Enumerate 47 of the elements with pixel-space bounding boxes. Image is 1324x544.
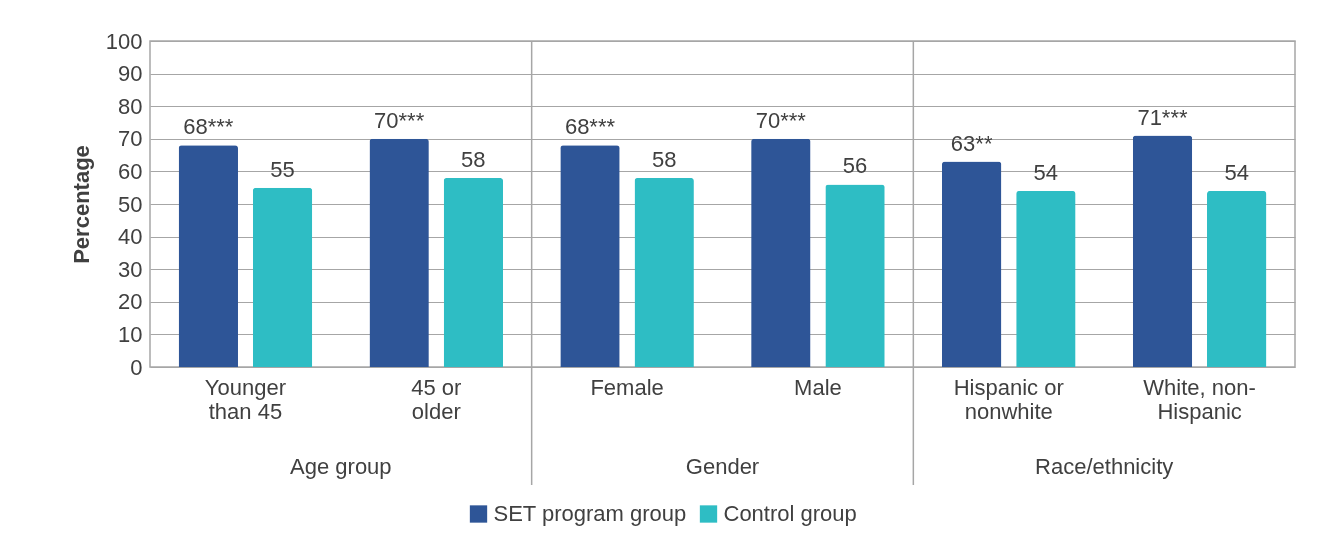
data-label: 56 — [842, 153, 868, 179]
y-tick-label: 80 — [118, 93, 143, 119]
y-tick-label: 30 — [118, 256, 143, 282]
x-tick-label: White, non-Hispanic — [1143, 374, 1256, 424]
data-label: 55 — [270, 156, 295, 182]
data-label: 63** — [950, 130, 993, 156]
y-axis-title: Percentage — [68, 145, 94, 264]
y-tick-label: 0 — [130, 354, 143, 380]
bar — [178, 145, 238, 367]
bar — [825, 184, 885, 367]
x-tick-label: Hispanic or nonwhite — [953, 374, 1064, 424]
y-tick-label: 10 — [118, 321, 143, 347]
data-label: 68*** — [183, 114, 234, 140]
bar — [1016, 190, 1076, 367]
legend-label: SET program group — [493, 501, 687, 526]
legend-label: Control group — [723, 501, 857, 526]
bar — [369, 138, 429, 367]
bar — [1207, 190, 1267, 367]
y-tick-label: 70 — [118, 126, 143, 152]
bar — [751, 138, 811, 367]
x-tick-label: Female — [590, 374, 664, 400]
text: Gender — [685, 454, 760, 479]
text: Age group — [290, 454, 392, 479]
data-label: 54 — [1033, 159, 1059, 185]
data-label: 54 — [1224, 159, 1249, 185]
bar — [252, 187, 313, 367]
text: Race/ethnicity — [1035, 454, 1174, 479]
data-label: 68*** — [564, 114, 616, 140]
y-tick-label: 100 — [105, 28, 143, 54]
data-label: 58 — [461, 146, 486, 172]
bar — [560, 145, 620, 367]
x-tick-label: 45 or older — [411, 374, 462, 424]
bar — [443, 177, 504, 367]
data-label: 58 — [651, 146, 677, 172]
bar — [941, 161, 1002, 367]
y-tick-label: 90 — [118, 61, 143, 87]
y-tick-label: 20 — [118, 289, 143, 315]
x-tick-label: Male — [794, 374, 842, 400]
y-tick-label: 40 — [118, 224, 143, 250]
y-tick-label: 50 — [118, 191, 143, 217]
bar — [634, 177, 694, 367]
bar — [1132, 135, 1193, 367]
data-label: 70*** — [755, 107, 807, 133]
data-label: 70*** — [374, 107, 425, 133]
data-label: 71*** — [1137, 104, 1188, 130]
x-tick-label: Younger than 45 — [204, 374, 286, 424]
y-tick-label: 60 — [118, 158, 143, 184]
